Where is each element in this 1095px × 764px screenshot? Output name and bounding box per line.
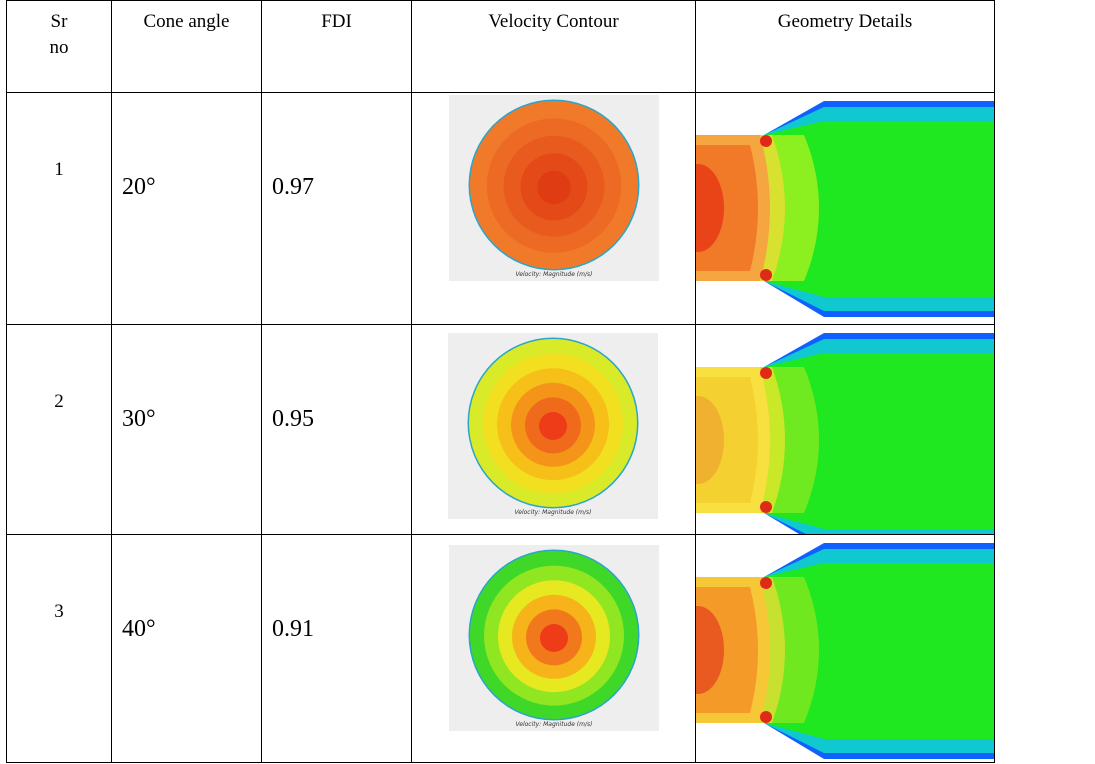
header-sr-no-label: Sr no xyxy=(49,11,69,58)
contour-caption: Velocity: Magnitude (m/s) xyxy=(514,509,592,516)
cone-angle-cell: 40° xyxy=(111,534,262,763)
geometry-corner-top xyxy=(760,367,772,379)
sr-value: 2 xyxy=(54,391,64,412)
geometry-plot xyxy=(696,333,994,534)
geometry-plot xyxy=(696,543,994,759)
header-fdi: FDI xyxy=(261,0,412,93)
geometry-details-cell xyxy=(695,324,995,535)
table-row: 1 20° 0.97 Velocity: Magnitude (m/s) xyxy=(6,92,995,325)
geometry-corner-bottom xyxy=(760,269,772,281)
cone-angle-cell: 20° xyxy=(111,92,262,325)
contour-band xyxy=(539,412,567,440)
geometry-inlet-core xyxy=(696,396,724,484)
cone-angle-cell: 30° xyxy=(111,324,262,535)
table-row: 2 30° 0.95 Velocity: Magnitude (m/s) xyxy=(6,324,995,535)
geometry-details-cell xyxy=(695,534,995,763)
velocity-contour-image: Velocity: Magnitude (m/s) xyxy=(448,333,658,519)
header-row: Sr no Cone angle FDI Velocity Contour Ge… xyxy=(6,0,995,93)
geometry-image xyxy=(696,536,994,762)
geometry-corner-bottom xyxy=(760,501,772,513)
table-row: 3 40° 0.91 Velocity: Magnitude (m/s) xyxy=(6,534,995,763)
velocity-contour-cell: Velocity: Magnitude (m/s) xyxy=(411,92,696,325)
contour-band xyxy=(540,624,568,652)
fdi-cell: 0.97 xyxy=(261,92,412,325)
fdi-cell: 0.91 xyxy=(261,534,412,763)
geometry-image xyxy=(696,94,994,324)
velocity-contour-cell: Velocity: Magnitude (m/s) xyxy=(411,534,696,763)
results-table: Sr no Cone angle FDI Velocity Contour Ge… xyxy=(6,0,995,763)
geometry-inlet-core xyxy=(696,164,724,252)
fdi-value: 0.95 xyxy=(272,406,314,432)
header-velocity-contour: Velocity Contour xyxy=(411,0,696,93)
sr-cell: 1 xyxy=(6,92,112,325)
sr-value: 3 xyxy=(54,601,64,622)
fdi-value: 0.91 xyxy=(272,616,314,642)
cone-angle-value: 30° xyxy=(122,406,156,432)
sr-cell: 2 xyxy=(6,324,112,535)
fdi-value: 0.97 xyxy=(272,174,314,200)
cone-angle-value: 40° xyxy=(122,616,156,642)
cone-angle-value: 20° xyxy=(122,174,156,200)
geometry-inlet-core xyxy=(696,606,724,694)
geometry-corner-top xyxy=(760,577,772,589)
contour-caption: Velocity: Magnitude (m/s) xyxy=(515,721,593,728)
header-sr-no: Sr no xyxy=(6,0,112,93)
sr-value: 1 xyxy=(54,159,64,180)
velocity-contour-image: Velocity: Magnitude (m/s) xyxy=(449,545,659,731)
velocity-contour-plot xyxy=(468,99,640,271)
header-cone-angle: Cone angle xyxy=(111,0,262,93)
velocity-contour-plot xyxy=(467,337,639,509)
velocity-contour-image: Velocity: Magnitude (m/s) xyxy=(449,95,659,281)
sr-cell: 3 xyxy=(6,534,112,763)
header-geometry-details: Geometry Details xyxy=(695,0,995,93)
fdi-cell: 0.95 xyxy=(261,324,412,535)
velocity-contour-plot xyxy=(468,549,640,721)
geometry-corner-bottom xyxy=(760,711,772,723)
geometry-corner-top xyxy=(760,135,772,147)
geometry-image xyxy=(696,326,994,534)
contour-caption: Velocity: Magnitude (m/s) xyxy=(515,271,593,278)
contour-band xyxy=(537,170,571,205)
geometry-details-cell xyxy=(695,92,995,325)
velocity-contour-cell: Velocity: Magnitude (m/s) xyxy=(411,324,696,535)
geometry-plot xyxy=(696,101,994,317)
